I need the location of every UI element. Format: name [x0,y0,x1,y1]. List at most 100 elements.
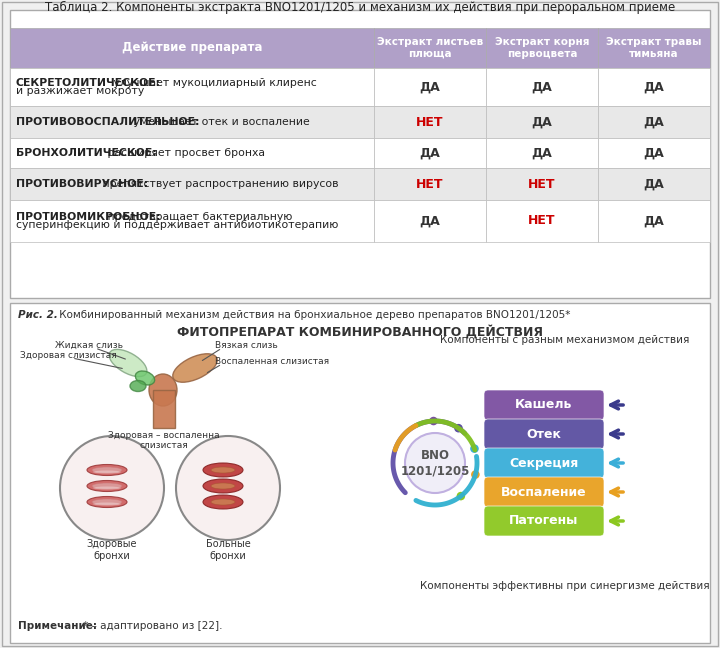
FancyBboxPatch shape [484,419,604,449]
Ellipse shape [87,496,127,507]
Circle shape [405,433,465,493]
Ellipse shape [87,481,127,491]
Ellipse shape [92,483,122,489]
Text: Секреция: Секреция [509,456,579,470]
Text: Примечание:: Примечание: [18,621,97,631]
FancyBboxPatch shape [374,106,486,138]
Text: BNO
1201/1205: BNO 1201/1205 [400,449,469,477]
Ellipse shape [135,371,155,385]
Text: Экстракт корня
первоцвета: Экстракт корня первоцвета [495,37,589,59]
Text: Таблица 2. Компоненты экстракта BNO1201/1205 и механизм их действия при перораль: Таблица 2. Компоненты экстракта BNO1201/… [45,1,675,14]
Text: и разжижает мокроту: и разжижает мокроту [16,86,144,97]
FancyBboxPatch shape [486,28,598,68]
Ellipse shape [93,470,121,474]
FancyBboxPatch shape [10,303,710,643]
FancyBboxPatch shape [374,168,486,200]
Ellipse shape [93,487,121,489]
FancyBboxPatch shape [598,68,710,106]
Text: ДА: ДА [420,214,441,227]
FancyBboxPatch shape [484,448,604,478]
Text: Рис. 2.: Рис. 2. [18,310,58,320]
Ellipse shape [203,463,243,477]
Ellipse shape [87,465,127,476]
Text: Кашель: Кашель [516,399,572,411]
Text: ФИТОПРЕПАРАТ КОМБИНИРОВАННОГО ДЕЙСТВИЯ: ФИТОПРЕПАРАТ КОМБИНИРОВАННОГО ДЕЙСТВИЯ [177,325,543,339]
FancyBboxPatch shape [153,390,175,428]
Text: улучшает мукоцилиарный клиренс: улучшает мукоцилиарный клиренс [109,78,316,87]
Text: * – адаптировано из [22].: * – адаптировано из [22]. [80,621,222,631]
Text: Здоровая слизистая: Здоровая слизистая [20,351,117,360]
Ellipse shape [92,467,122,473]
Text: Патогены: Патогены [509,515,579,527]
Ellipse shape [211,499,235,505]
FancyBboxPatch shape [374,28,486,68]
Text: Здоровые
бронхи: Здоровые бронхи [86,539,138,561]
Text: Действие препарата: Действие препарата [122,41,262,54]
FancyBboxPatch shape [484,390,604,420]
Text: БРОНХОЛИТИЧЕСКОЕ:: БРОНХОЛИТИЧЕСКОЕ: [16,148,157,158]
Text: ПРОТИВОМИКРОБНОЕ:: ПРОТИВОМИКРОБНОЕ: [16,211,161,222]
Text: НЕТ: НЕТ [528,214,556,227]
FancyBboxPatch shape [598,168,710,200]
Text: ДА: ДА [531,115,552,128]
FancyBboxPatch shape [598,106,710,138]
Text: Здоровая – воспаленна
слизистая: Здоровая – воспаленна слизистая [108,431,220,450]
FancyBboxPatch shape [484,506,604,536]
Text: ДА: ДА [644,115,665,128]
Text: Экстракт травы
тимьяна: Экстракт травы тимьяна [606,37,702,59]
Text: НЕТ: НЕТ [528,178,556,191]
Ellipse shape [149,374,177,406]
Text: предотвращает бактериальную: предотвращает бактериальную [104,211,293,222]
FancyBboxPatch shape [598,200,710,242]
Text: НЕТ: НЕТ [416,115,444,128]
FancyBboxPatch shape [10,10,710,298]
Ellipse shape [173,354,217,382]
Circle shape [469,444,480,454]
Ellipse shape [203,495,243,509]
Ellipse shape [109,349,147,376]
Text: Вязкая слизь: Вязкая слизь [215,340,278,349]
Text: Жидкая слизь: Жидкая слизь [55,340,123,349]
Text: ДА: ДА [644,214,665,227]
Text: НЕТ: НЕТ [416,178,444,191]
Text: Отек: Отек [526,428,562,441]
FancyBboxPatch shape [10,68,374,106]
Text: уменьшает отек и воспаление: уменьшает отек и воспаление [130,117,310,127]
FancyBboxPatch shape [484,477,604,507]
Text: ДА: ДА [644,80,665,93]
Circle shape [176,436,280,540]
Text: Компоненты с разным механизмом действия: Компоненты с разным механизмом действия [441,335,690,345]
FancyBboxPatch shape [598,138,710,168]
Circle shape [428,416,438,426]
FancyBboxPatch shape [486,168,598,200]
FancyBboxPatch shape [486,106,598,138]
Text: Компоненты эффективны при синергизме действия: Компоненты эффективны при синергизме дей… [420,581,710,591]
Text: Комбинированный механизм действия на бронхиальное дерево препаратов BNO1201/1205: Комбинированный механизм действия на бро… [56,310,570,320]
Text: ДА: ДА [420,146,441,159]
Circle shape [470,470,480,480]
Text: ПРОТИВОВОСПАЛИТЕЛЬНОЕ:: ПРОТИВОВОСПАЛИТЕЛЬНОЕ: [16,117,199,127]
Circle shape [60,436,164,540]
Circle shape [456,491,466,501]
FancyBboxPatch shape [10,106,374,138]
Ellipse shape [93,502,121,505]
FancyBboxPatch shape [10,28,374,68]
FancyBboxPatch shape [486,68,598,106]
Text: ДА: ДА [420,80,441,93]
FancyBboxPatch shape [486,200,598,242]
Ellipse shape [92,499,122,505]
Text: ДА: ДА [644,178,665,191]
Text: Экстракт листьев
плюща: Экстракт листьев плюща [377,37,483,59]
Text: расширяет просвет бронха: расширяет просвет бронха [104,148,266,158]
Text: ДА: ДА [644,146,665,159]
Text: ДА: ДА [531,146,552,159]
Ellipse shape [130,380,146,391]
Text: препятствует распространению вирусов: препятствует распространению вирусов [99,179,338,189]
FancyBboxPatch shape [10,200,374,242]
Ellipse shape [211,467,235,473]
Text: ПРОТИВОВИРУСНОЕ:: ПРОТИВОВИРУСНОЕ: [16,179,148,189]
FancyBboxPatch shape [598,28,710,68]
FancyBboxPatch shape [486,138,598,168]
Text: Больные
бронхи: Больные бронхи [206,539,251,561]
Text: ДА: ДА [531,80,552,93]
